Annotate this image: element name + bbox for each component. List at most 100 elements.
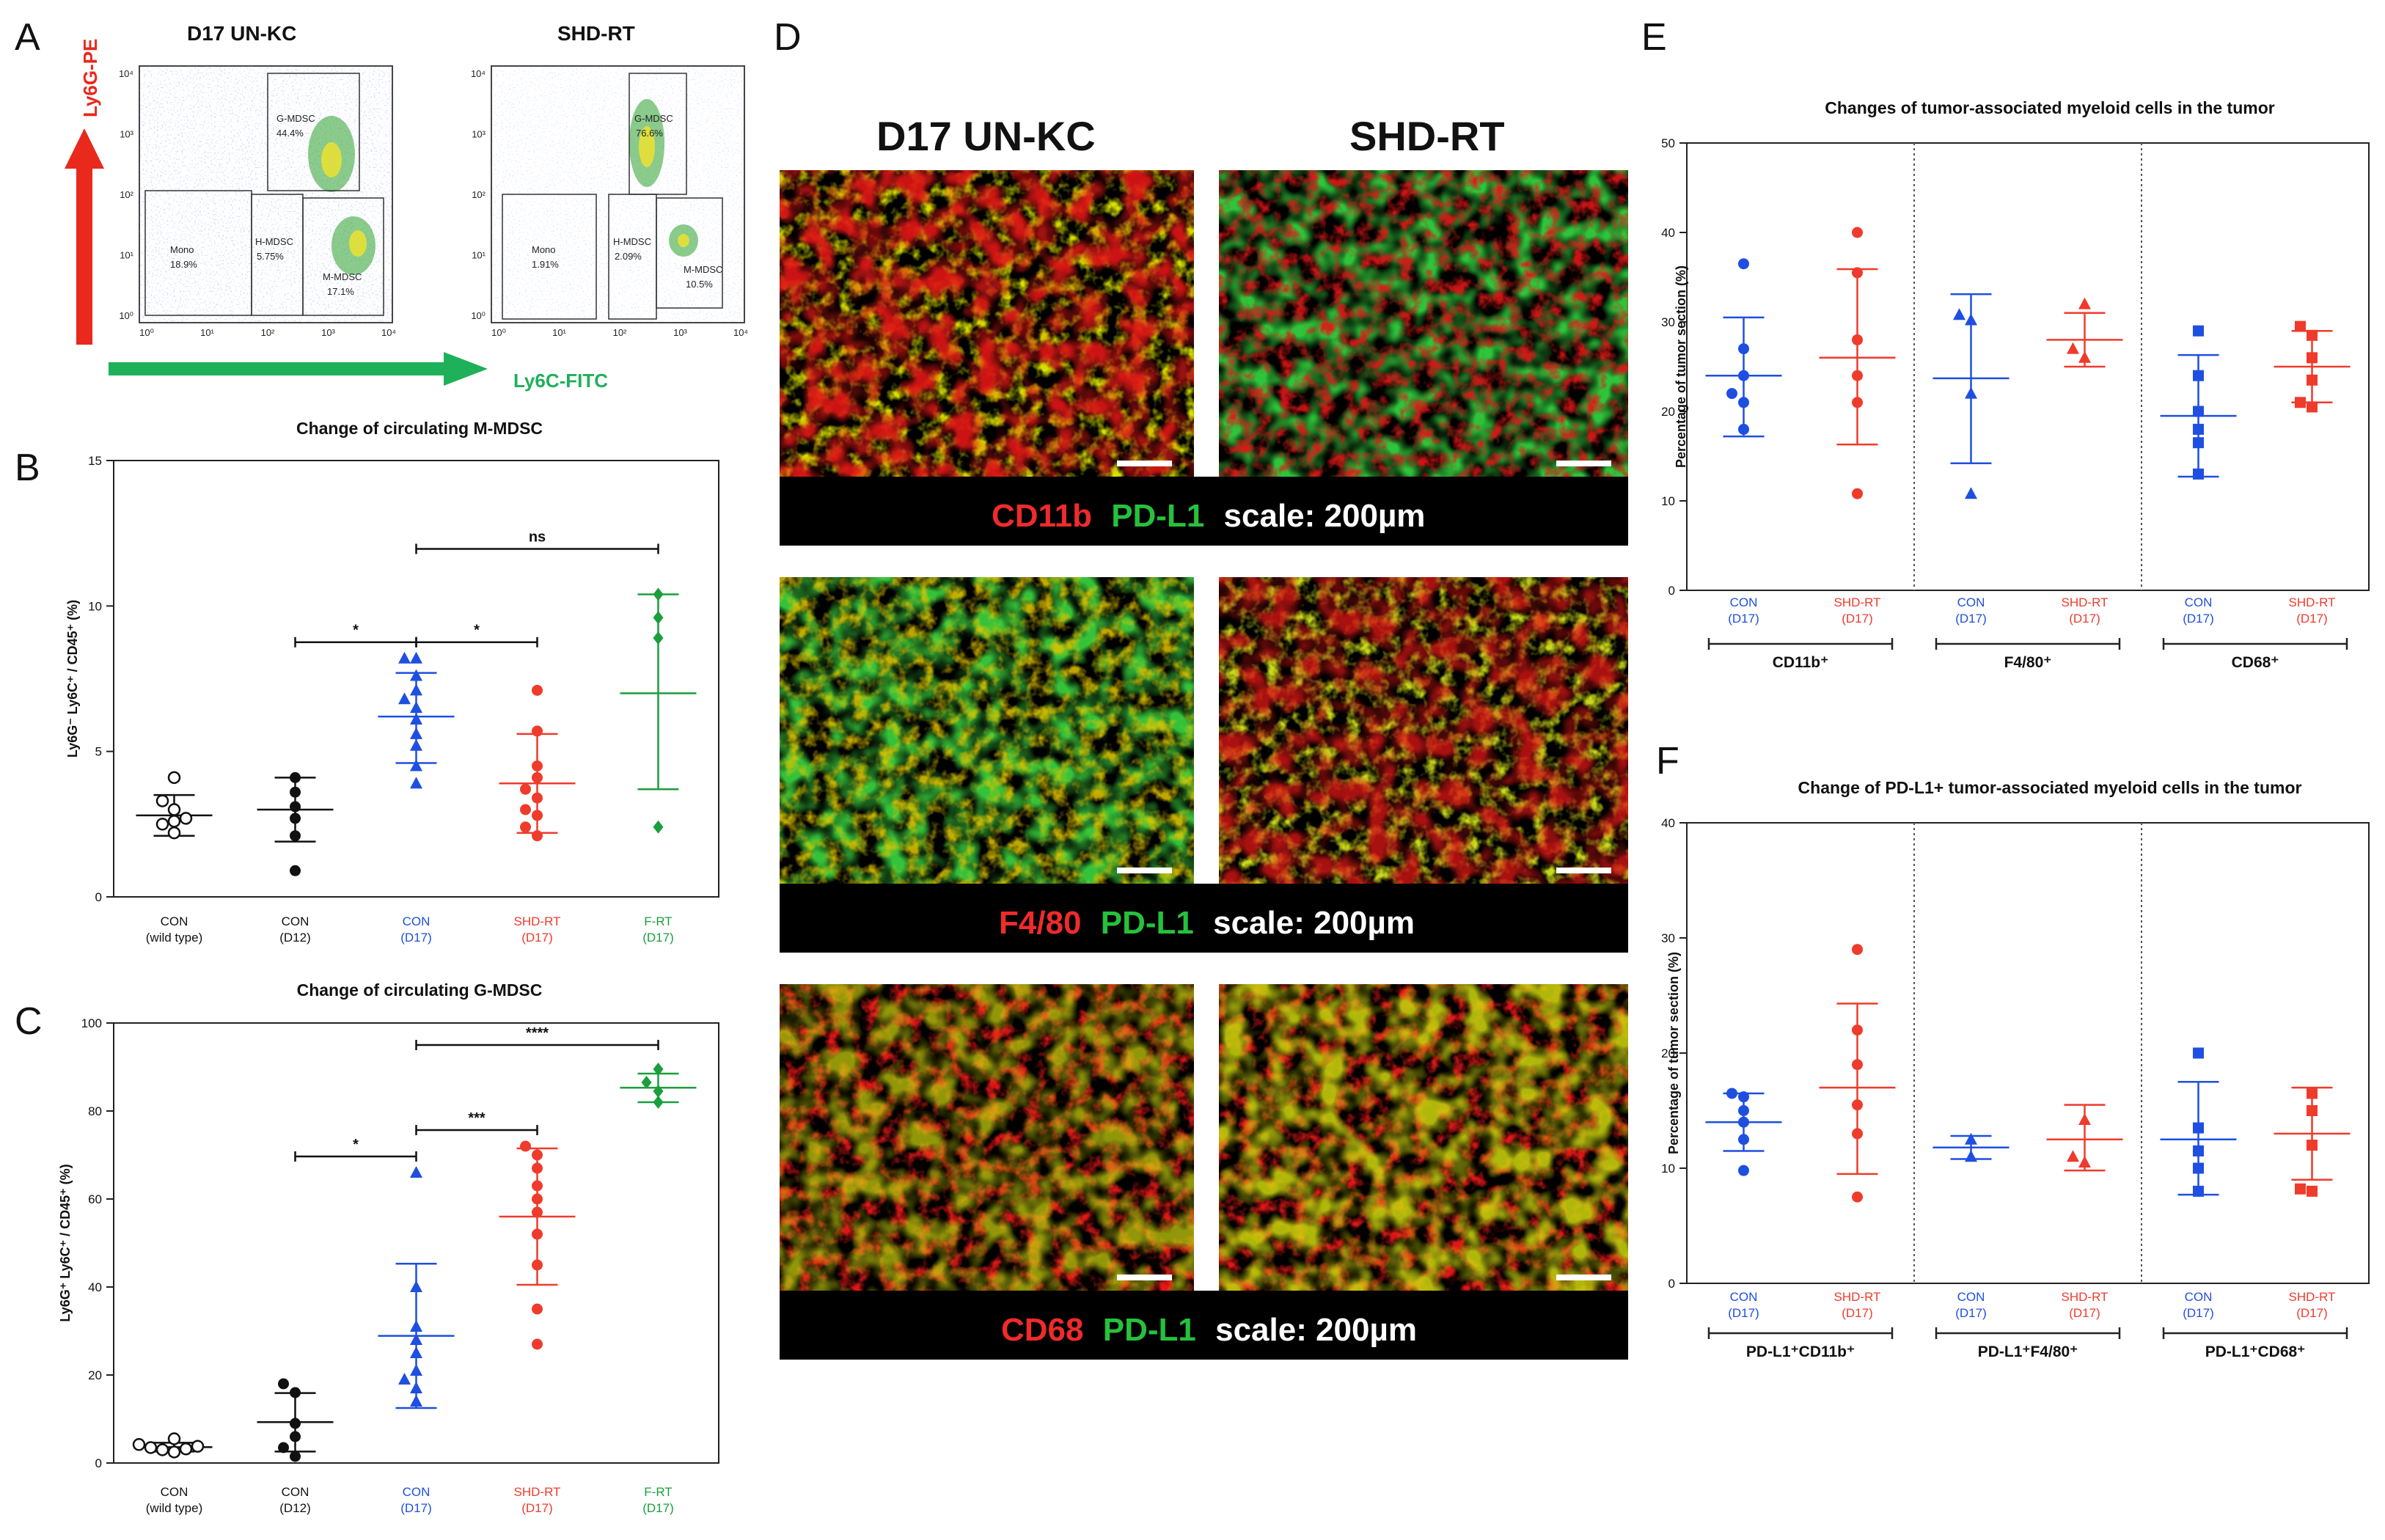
facs-plot-1: G-MDSC 44.4% Mono 18.9% H-MDSC 5.75% M-M… — [119, 65, 396, 338]
category-sublabel: (D17) — [521, 1501, 553, 1515]
significance-label: * — [353, 1137, 359, 1153]
data-point — [2295, 320, 2306, 332]
facs-y-tick-label: 10² — [472, 189, 486, 200]
y-tick-label: 30 — [1661, 931, 1675, 945]
facs-x-tick-label: 10⁴ — [381, 327, 396, 338]
data-point — [2307, 1140, 2318, 1151]
category-sublabel: (D17) — [1955, 612, 1987, 626]
data-point — [2193, 325, 2204, 337]
category-sublabel: (D17) — [642, 1501, 674, 1515]
facs-density-mmdsc-core — [678, 234, 689, 247]
micro-row-cd68: CD68 PD-L1 scale: 200µm — [780, 984, 1628, 1360]
data-point — [532, 1162, 543, 1174]
group-label: PD-L1⁺CD68⁺ — [2205, 1343, 2306, 1360]
data-point — [1738, 1134, 1749, 1145]
y-tick-label: 10 — [88, 599, 102, 613]
data-point — [1852, 1059, 1863, 1071]
data-point — [2067, 342, 2079, 354]
micro-divider — [1194, 984, 1219, 1291]
data-point — [1852, 1099, 1863, 1111]
y-tick-label: 40 — [88, 1280, 102, 1294]
y-tick-label: 40 — [1661, 226, 1675, 240]
gate-pct: 1.91% — [532, 259, 559, 270]
category-sublabel: (D17) — [2069, 612, 2100, 626]
facs-x-tick-label: 10¹ — [200, 327, 214, 338]
panel-letter-d: D — [774, 16, 802, 59]
data-point — [167, 803, 181, 816]
category-sublabel: (D17) — [1842, 612, 1873, 626]
category-label: SHD-RT — [2289, 595, 2336, 609]
data-point — [653, 1096, 664, 1109]
data-point — [410, 1320, 422, 1332]
micro-caption: CD68 PD-L1 scale: 200µm — [1001, 1312, 1417, 1348]
data-point — [290, 1387, 301, 1398]
data-point — [1965, 487, 1977, 499]
data-point — [290, 771, 301, 783]
data-point — [290, 830, 301, 842]
gate-label: M-MDSC — [323, 271, 362, 282]
data-point — [132, 1438, 146, 1451]
data-point — [2078, 297, 2091, 309]
data-point — [1852, 488, 1863, 499]
data-point — [167, 826, 181, 840]
facs-y-tick-label: 10³ — [472, 129, 486, 140]
data-point — [179, 812, 193, 825]
gate-label: H-MDSC — [613, 236, 651, 247]
category-label: CON — [1730, 595, 1758, 609]
data-point — [1965, 313, 1977, 326]
micro-image-red-layer — [1219, 170, 1628, 477]
y-tick-label: 5 — [95, 745, 102, 759]
y-tick-label: 10 — [1661, 494, 1675, 508]
data-point — [410, 713, 422, 725]
gate-pct: 17.1% — [327, 286, 354, 297]
category-label: CON — [282, 1485, 309, 1499]
data-point — [167, 1445, 181, 1459]
data-point — [410, 1166, 422, 1178]
data-point — [410, 683, 422, 696]
y-tick-label: 80 — [88, 1104, 102, 1118]
gate-pct: 18.9% — [170, 259, 197, 270]
gate-pct: 44.4% — [276, 128, 304, 139]
y-axis-label: Ly6G⁺ Ly6C⁺ / CD45⁺ (%) — [58, 1164, 73, 1321]
category-sublabel: (D12) — [279, 1501, 311, 1515]
facs-density-gmdsc-core — [321, 142, 342, 177]
category-label: CON — [2185, 595, 2213, 609]
data-point — [191, 1440, 205, 1453]
data-point — [1726, 1088, 1737, 1099]
y-axis-label: Percentage of tumor section (%) — [1674, 265, 1688, 468]
facs-y-tick-label: 10⁴ — [119, 68, 133, 79]
gate-label: G-MDSC — [276, 113, 315, 124]
scatter-chart-c: Change of circulating G-MDSC 0 20 40 60 80 100… — [58, 980, 719, 1515]
group-label: PD-L1⁺F4/80⁺ — [1978, 1343, 2078, 1360]
gate-label: Mono — [170, 244, 194, 255]
data-point — [1852, 944, 1863, 956]
y-tick-label: 0 — [1668, 584, 1675, 598]
significance-label: * — [474, 623, 480, 639]
data-point — [653, 1063, 664, 1076]
data-point — [532, 1206, 543, 1218]
significance-label: *** — [468, 1110, 486, 1126]
category-sublabel: (D17) — [2183, 1306, 2214, 1320]
data-point — [2295, 1183, 2306, 1195]
data-point — [410, 1395, 422, 1407]
data-point — [532, 771, 543, 783]
category-label: CON — [282, 914, 309, 928]
data-point — [167, 771, 181, 785]
caption-stain: PD-L1 — [1103, 1312, 1196, 1348]
y-tick-label: 60 — [88, 1192, 102, 1206]
data-point — [2078, 351, 2091, 363]
y-tick-label: 20 — [88, 1368, 102, 1382]
caption-marker: CD11b — [992, 498, 1092, 534]
gate-mono — [502, 194, 597, 320]
scale-bar — [1117, 1275, 1172, 1280]
caption-scale: scale: 200µm — [1213, 905, 1415, 941]
data-point — [2193, 1047, 2204, 1059]
category-sublabel: (D17) — [1728, 1306, 1759, 1320]
facs-x-tick-label: 10¹ — [552, 327, 566, 338]
category-sublabel: (D17) — [1955, 1306, 1987, 1320]
data-point — [1965, 386, 1977, 399]
y-tick-label: 10 — [1661, 1162, 1675, 1176]
scatter-chart-f: Change of PD-L1+ tumor-associated myeloi… — [1661, 778, 2370, 1360]
data-point — [532, 830, 543, 842]
data-point — [520, 804, 531, 815]
